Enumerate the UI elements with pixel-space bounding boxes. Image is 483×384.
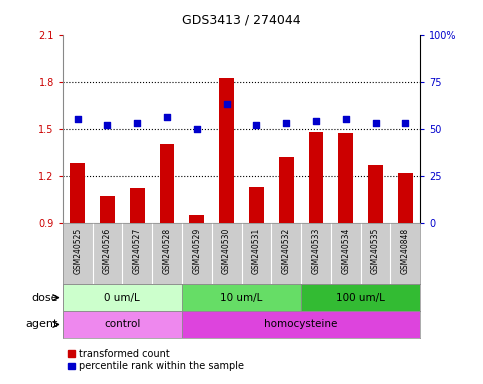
Point: [372, 120, 380, 126]
Bar: [219, 78, 234, 223]
Point: [193, 126, 201, 132]
Point: [133, 120, 141, 126]
Text: GSM240531: GSM240531: [252, 228, 261, 274]
Text: 10 um/L: 10 um/L: [220, 293, 263, 303]
Bar: [249, 187, 264, 223]
Bar: [63, 284, 182, 311]
Text: GSM240533: GSM240533: [312, 228, 320, 274]
Bar: [398, 172, 413, 223]
Bar: [301, 284, 420, 311]
Text: homocysteine: homocysteine: [264, 319, 338, 329]
Text: control: control: [104, 319, 141, 329]
Text: GSM240530: GSM240530: [222, 228, 231, 274]
Point: [312, 118, 320, 124]
Bar: [309, 132, 324, 223]
Point: [401, 120, 409, 126]
Text: GSM240526: GSM240526: [103, 228, 112, 274]
Text: dose: dose: [31, 293, 58, 303]
Bar: [338, 133, 353, 223]
Point: [342, 116, 350, 122]
Bar: [182, 311, 420, 338]
Bar: [159, 144, 174, 223]
Text: GSM240525: GSM240525: [73, 228, 82, 274]
Point: [253, 122, 260, 128]
Bar: [189, 215, 204, 223]
Bar: [368, 165, 383, 223]
Text: GSM240534: GSM240534: [341, 228, 350, 274]
Text: GSM240848: GSM240848: [401, 228, 410, 274]
Point: [282, 120, 290, 126]
Text: GSM240528: GSM240528: [163, 228, 171, 274]
Text: GSM240529: GSM240529: [192, 228, 201, 274]
Text: agent: agent: [26, 319, 58, 329]
Text: GSM240535: GSM240535: [371, 228, 380, 274]
Point: [223, 101, 230, 107]
Bar: [130, 188, 145, 223]
Text: 0 um/L: 0 um/L: [104, 293, 140, 303]
Bar: [279, 157, 294, 223]
Text: GDS3413 / 274044: GDS3413 / 274044: [182, 14, 301, 27]
Point: [74, 116, 82, 122]
Legend: transformed count, percentile rank within the sample: transformed count, percentile rank withi…: [68, 349, 244, 371]
Text: GSM240527: GSM240527: [133, 228, 142, 274]
Bar: [100, 196, 115, 223]
Bar: [63, 311, 182, 338]
Point: [163, 114, 171, 121]
Bar: [70, 163, 85, 223]
Text: 100 um/L: 100 um/L: [336, 293, 385, 303]
Text: GSM240532: GSM240532: [282, 228, 291, 274]
Bar: [182, 284, 301, 311]
Point: [104, 122, 112, 128]
